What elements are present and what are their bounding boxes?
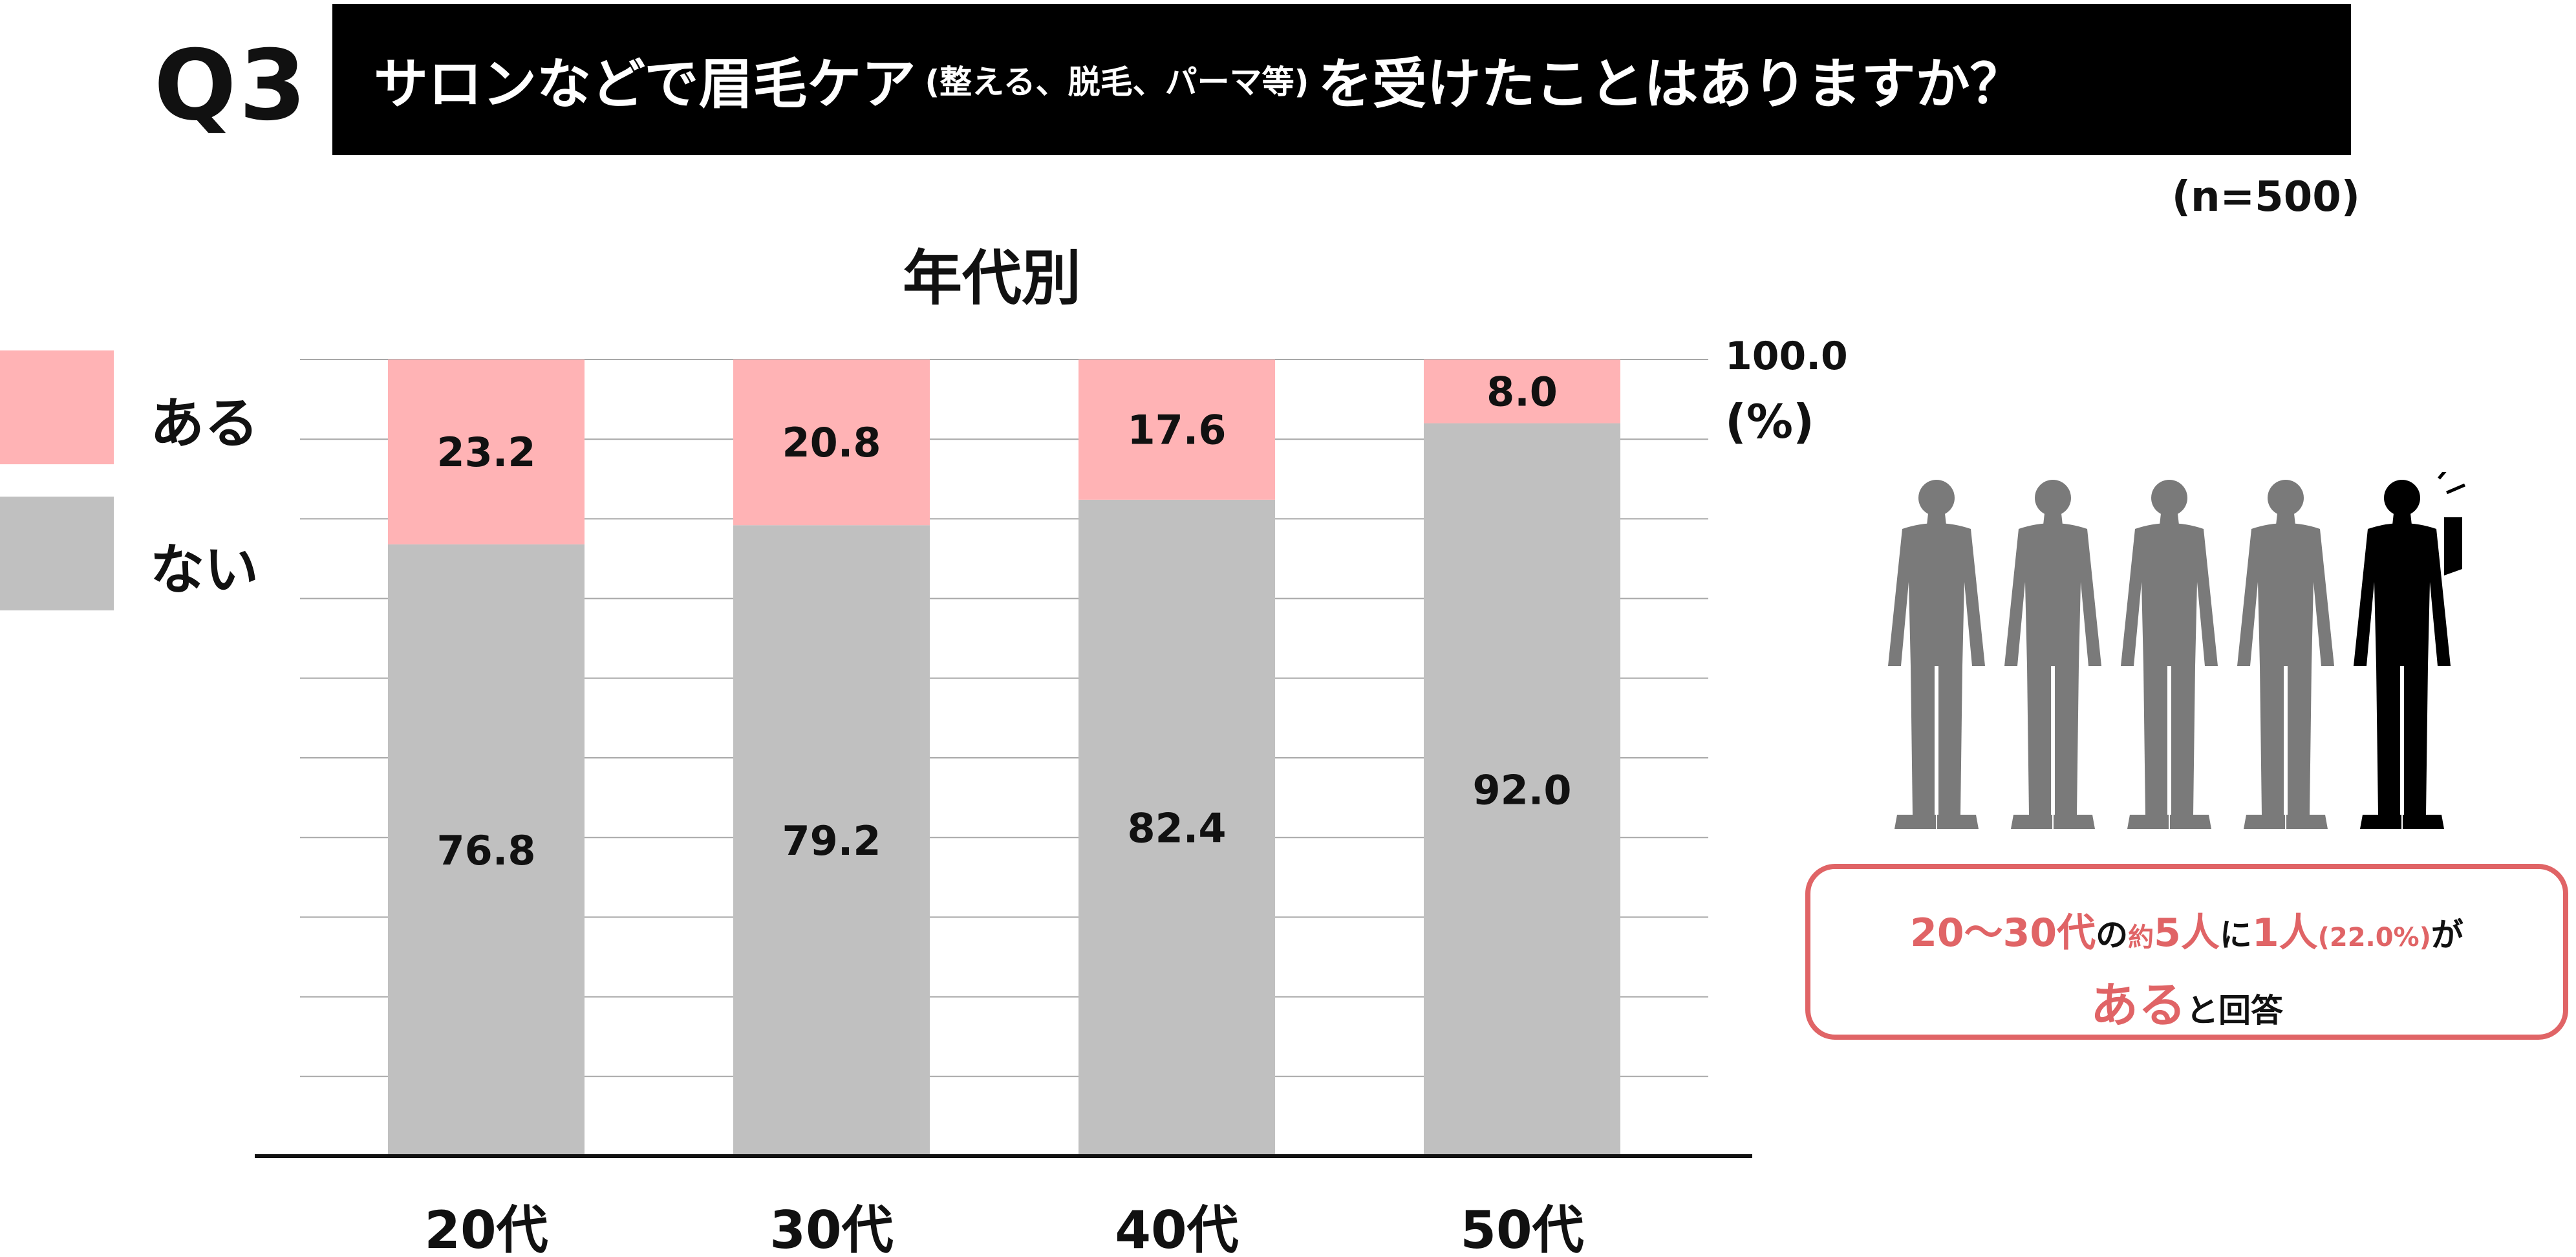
bar-segment-nai	[733, 525, 930, 1156]
callout-answer: ある	[2090, 978, 2186, 1033]
legend-swatch-nai	[0, 497, 114, 610]
callout-text: と回答	[2186, 992, 2283, 1029]
callout-ratio-denominator: 5人	[2154, 910, 2220, 956]
people-illustration	[1888, 472, 2465, 829]
data-label: 8.0	[1487, 368, 1558, 415]
category-label: 30代	[769, 1200, 893, 1257]
bar-segment-aru	[1079, 360, 1275, 500]
bars	[388, 360, 1620, 1156]
question-title-paren: (整える、脱毛、パーマ等)	[925, 63, 1309, 101]
callout-text: の	[2096, 916, 2129, 954]
stacked-bar-chart: 76.8 23.2 79.2 20.8 82.4 17.6 92.0 8.0 20代 30代 40…	[255, 359, 1752, 1257]
bar-segment-aru	[1424, 360, 1620, 424]
person-icon	[2004, 480, 2101, 829]
chart-legend: ある ない	[0, 350, 272, 643]
axis-unit-label: (%)	[1725, 394, 1814, 449]
bar-segment-nai	[1079, 499, 1275, 1156]
legend-label-aru: ある	[150, 392, 259, 455]
bar-segment-nai	[1424, 423, 1620, 1156]
bar-segment-nai	[388, 544, 585, 1156]
data-label: 92.0	[1473, 766, 1572, 813]
legend-swatch-aru	[0, 350, 114, 464]
data-label: 20.8	[782, 419, 881, 466]
bar-segment-aru	[388, 360, 585, 544]
category-label: 20代	[424, 1200, 548, 1257]
callout-text: 約	[2128, 923, 2154, 952]
data-label: 79.2	[782, 817, 881, 865]
callout-line-2: あると回答	[1810, 967, 2563, 1036]
person-icon	[2237, 480, 2334, 829]
data-label: 23.2	[437, 429, 536, 476]
callout-line-1: 20～30代の約5人に1人(22.0%)が	[1810, 901, 2563, 958]
callout-text: が	[2431, 916, 2463, 954]
callout-percentage: (22.0%)	[2317, 923, 2431, 952]
question-number: Q3	[154, 30, 309, 142]
chart-title: 年代別	[903, 244, 1082, 313]
callout-text: に	[2219, 916, 2252, 954]
legend-label-nai: ない	[150, 538, 259, 601]
question-title-end: を受けたことはありますか？	[1318, 52, 2024, 116]
legend-item-nai: ない	[0, 497, 272, 613]
summary-callout: 20～30代の約5人に1人(22.0%)が あると回答	[1805, 864, 2568, 1040]
data-label: 82.4	[1128, 804, 1227, 852]
person-icon	[1888, 480, 1985, 829]
callout-ratio-numerator: 1人	[2251, 910, 2318, 956]
bar-segment-aru	[733, 360, 930, 526]
question-title-bar: サロンなどで眉毛ケア (整える、脱毛、パーマ等) を受けたことはありますか？	[332, 4, 2351, 155]
data-label: 17.6	[1128, 406, 1227, 453]
callout-age-range: 20～30代	[1910, 910, 2096, 956]
category-label: 50代	[1460, 1200, 1583, 1257]
category-labels: 20代 30代 40代 50代	[424, 1200, 1583, 1257]
category-label: 40代	[1115, 1200, 1238, 1257]
question-title-main: サロンなどで眉毛ケア	[374, 52, 916, 116]
person-icon	[2121, 480, 2218, 829]
sample-size: (n=500)	[2171, 173, 2360, 221]
legend-item-aru: ある	[0, 350, 272, 467]
bar-labels: 76.8 23.2 79.2 20.8 82.4 17.6 92.0 8.0	[437, 368, 1572, 874]
data-label: 76.8	[437, 827, 536, 874]
axis-max-label: 100.0	[1725, 334, 1848, 379]
highlighted-person-icon	[2354, 472, 2465, 829]
